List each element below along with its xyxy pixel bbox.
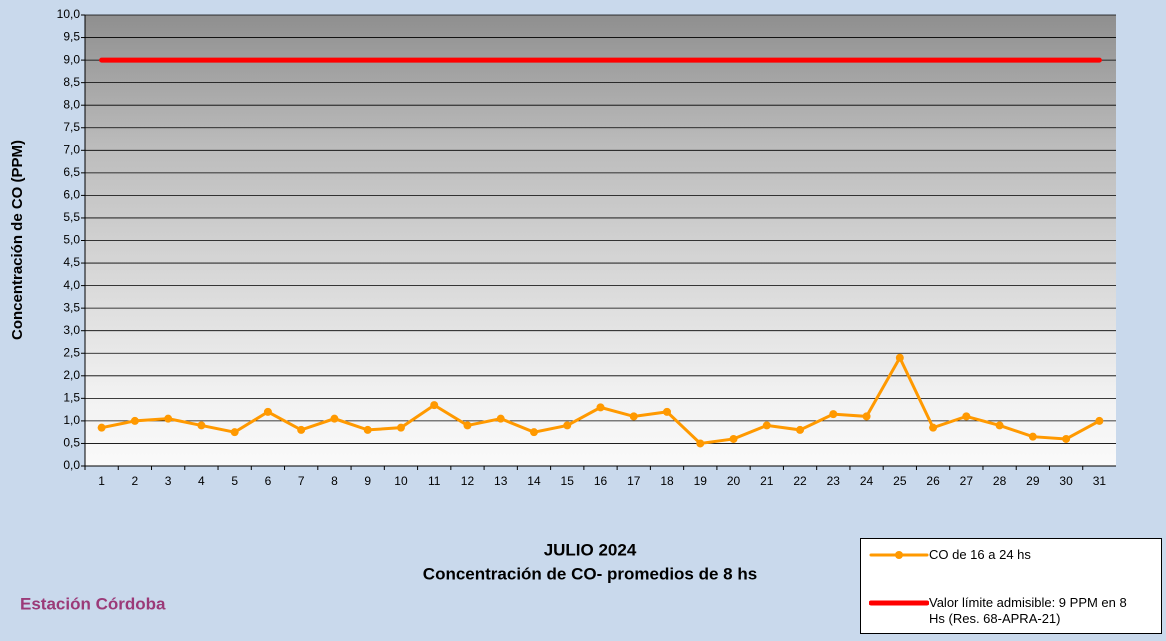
x-tick-label: 4 bbox=[198, 474, 205, 488]
x-tick-label: 17 bbox=[627, 474, 641, 488]
data-point bbox=[230, 428, 239, 437]
data-point bbox=[563, 421, 572, 430]
data-point bbox=[396, 423, 405, 432]
legend-entry: CO de 16 a 24 hs bbox=[869, 547, 1139, 563]
data-point bbox=[862, 412, 871, 421]
x-tick-label: 2 bbox=[132, 474, 139, 488]
y-tick-label: 7,5 bbox=[63, 120, 80, 134]
x-tick-label: 29 bbox=[1026, 474, 1040, 488]
x-tick-label: 7 bbox=[298, 474, 305, 488]
x-tick-label: 14 bbox=[527, 474, 541, 488]
data-point bbox=[529, 428, 538, 437]
x-tick-label: 21 bbox=[760, 474, 774, 488]
data-point bbox=[995, 421, 1004, 430]
data-point bbox=[130, 416, 139, 425]
x-tick-label: 19 bbox=[694, 474, 708, 488]
y-tick-label: 8,5 bbox=[63, 75, 80, 89]
x-tick-label: 6 bbox=[265, 474, 272, 488]
station-label: Estación Córdoba bbox=[20, 594, 166, 613]
y-tick-label: 5,0 bbox=[63, 233, 80, 247]
x-tick-label: 30 bbox=[1059, 474, 1073, 488]
y-tick-label: 9,5 bbox=[63, 30, 80, 44]
data-point bbox=[663, 407, 672, 416]
data-point bbox=[164, 414, 173, 423]
data-point bbox=[829, 410, 838, 419]
x-tick-label: 11 bbox=[428, 474, 441, 488]
y-tick-label: 3,0 bbox=[63, 323, 80, 337]
data-point bbox=[430, 401, 439, 410]
data-point bbox=[463, 421, 472, 430]
x-tick-label: 26 bbox=[926, 474, 940, 488]
legend-entry: Valor límite admisible: 9 PPM en 8 Hs (R… bbox=[869, 595, 1139, 627]
y-tick-label: 0,0 bbox=[63, 458, 80, 472]
y-tick-label: 4,5 bbox=[63, 255, 80, 269]
data-point bbox=[696, 439, 705, 448]
y-axis-label: Concentración de CO (PPM) bbox=[9, 140, 26, 340]
data-point bbox=[297, 425, 306, 434]
x-tick-label: 3 bbox=[165, 474, 172, 488]
y-tick-label: 2,0 bbox=[63, 368, 80, 382]
x-tick-label: 22 bbox=[793, 474, 807, 488]
x-tick-label: 23 bbox=[827, 474, 841, 488]
y-tick-label: 3,5 bbox=[63, 300, 80, 314]
data-point bbox=[263, 407, 272, 416]
data-point bbox=[1028, 432, 1037, 441]
legend-swatch bbox=[869, 551, 929, 559]
legend-swatch bbox=[869, 600, 929, 606]
y-tick-label: 8,0 bbox=[63, 97, 80, 111]
data-point bbox=[762, 421, 771, 430]
x-tick-label: 28 bbox=[993, 474, 1007, 488]
x-tick-label: 27 bbox=[960, 474, 974, 488]
x-tick-label: 15 bbox=[561, 474, 575, 488]
y-tick-label: 6,0 bbox=[63, 188, 80, 202]
data-point bbox=[496, 414, 505, 423]
y-tick-label: 4,0 bbox=[63, 278, 80, 292]
y-tick-label: 9,0 bbox=[63, 52, 80, 66]
data-point bbox=[895, 353, 904, 362]
data-point bbox=[729, 434, 738, 443]
data-point bbox=[1095, 416, 1104, 425]
x-tick-label: 25 bbox=[893, 474, 907, 488]
data-point bbox=[363, 425, 372, 434]
y-tick-label: 6,5 bbox=[63, 165, 80, 179]
data-point bbox=[962, 412, 971, 421]
data-point bbox=[596, 403, 605, 412]
legend: CO de 16 a 24 hs Valor límite admisible: … bbox=[860, 538, 1162, 634]
y-tick-label: 2,5 bbox=[63, 345, 80, 359]
chart-title: JULIO 2024 bbox=[544, 540, 637, 559]
x-tick-label: 10 bbox=[394, 474, 408, 488]
data-point bbox=[796, 425, 805, 434]
x-tick-label: 24 bbox=[860, 474, 874, 488]
x-tick-label: 8 bbox=[331, 474, 338, 488]
data-point bbox=[629, 412, 638, 421]
x-tick-label: 31 bbox=[1093, 474, 1107, 488]
y-tick-label: 7,0 bbox=[63, 142, 80, 156]
x-tick-label: 1 bbox=[98, 474, 105, 488]
x-tick-label: 13 bbox=[494, 474, 508, 488]
y-tick-label: 1,0 bbox=[63, 413, 80, 427]
x-tick-label: 5 bbox=[231, 474, 238, 488]
y-tick-label: 5,5 bbox=[63, 210, 80, 224]
data-point bbox=[330, 414, 339, 423]
x-tick-label: 18 bbox=[660, 474, 674, 488]
data-point bbox=[929, 423, 938, 432]
data-point bbox=[1062, 434, 1071, 443]
x-tick-label: 20 bbox=[727, 474, 741, 488]
x-tick-label: 9 bbox=[364, 474, 371, 488]
y-tick-label: 0,5 bbox=[63, 436, 80, 450]
legend-label: Valor límite admisible: 9 PPM en 8 Hs (R… bbox=[929, 595, 1127, 626]
y-tick-label: 10,0 bbox=[57, 7, 81, 21]
y-tick-label: 1,5 bbox=[63, 391, 80, 405]
legend-marker bbox=[895, 551, 903, 559]
x-tick-label: 16 bbox=[594, 474, 608, 488]
x-tick-label: 12 bbox=[461, 474, 475, 488]
data-point bbox=[97, 423, 106, 432]
legend-label: CO de 16 a 24 hs bbox=[929, 547, 1031, 562]
chart-subtitle: Concentración de CO- promedios de 8 hs bbox=[423, 564, 757, 583]
data-point bbox=[197, 421, 206, 430]
